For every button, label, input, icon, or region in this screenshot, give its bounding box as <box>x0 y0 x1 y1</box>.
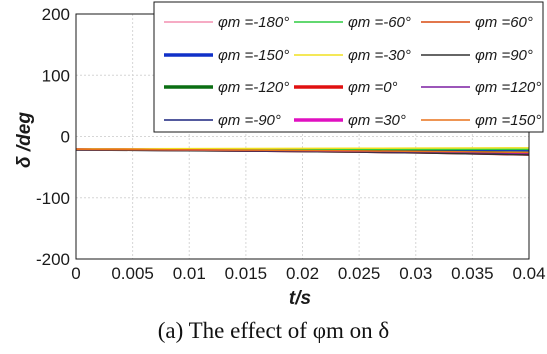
y-tick-label: -200 <box>36 250 70 269</box>
legend-label: φm =-90° <box>218 112 281 129</box>
x-tick-label: 0.03 <box>399 264 432 283</box>
legend: φm =-180° φm =-150° φm =-120° φm =-90° φm =-… <box>153 1 544 133</box>
y-tick-label: 0 <box>61 128 70 147</box>
x-tick-label: 0.025 <box>338 264 381 283</box>
y-axis-title: δ /deg <box>14 112 35 168</box>
x-tick-label: 0 <box>71 264 80 283</box>
legend-label: φm =120° <box>475 79 541 96</box>
series-line <box>76 147 530 150</box>
legend-label: φm =90° <box>475 47 533 64</box>
x-axis-title: t/s <box>289 288 311 309</box>
y-tick-label: 200 <box>42 5 70 24</box>
x-tick-label: 0.02 <box>286 264 319 283</box>
y-tick-label: 100 <box>42 66 70 85</box>
x-tick-label: 0.015 <box>225 264 268 283</box>
legend-label: φm =30° <box>348 112 406 129</box>
series-group <box>75 147 530 156</box>
series-line <box>75 148 530 154</box>
legend-label: φm =-120° <box>218 79 289 96</box>
figure-caption: (a) The effect of φm on δ <box>157 318 390 343</box>
legend-label: φm =-60° <box>348 14 411 31</box>
legend-label: φm =-180° <box>218 14 289 31</box>
x-tick-label: 0.005 <box>111 264 154 283</box>
x-tick-label: 0.04 <box>512 264 545 283</box>
tick-labels: 0 0.005 0.01 0.015 0.02 0.025 0.03 0.035 0.04 200… <box>36 5 546 283</box>
legend-box <box>153 1 544 133</box>
legend-label: φm =150° <box>475 112 541 129</box>
legend-label: φm =-150° <box>218 47 289 64</box>
x-tick-label: 0.035 <box>451 264 494 283</box>
legend-label: φm =0° <box>348 79 398 96</box>
y-tick-label: -100 <box>36 189 70 208</box>
x-tick-label: 0.01 <box>173 264 206 283</box>
legend-label: φm =-30° <box>348 47 411 64</box>
legend-label: φm =60° <box>475 14 533 31</box>
